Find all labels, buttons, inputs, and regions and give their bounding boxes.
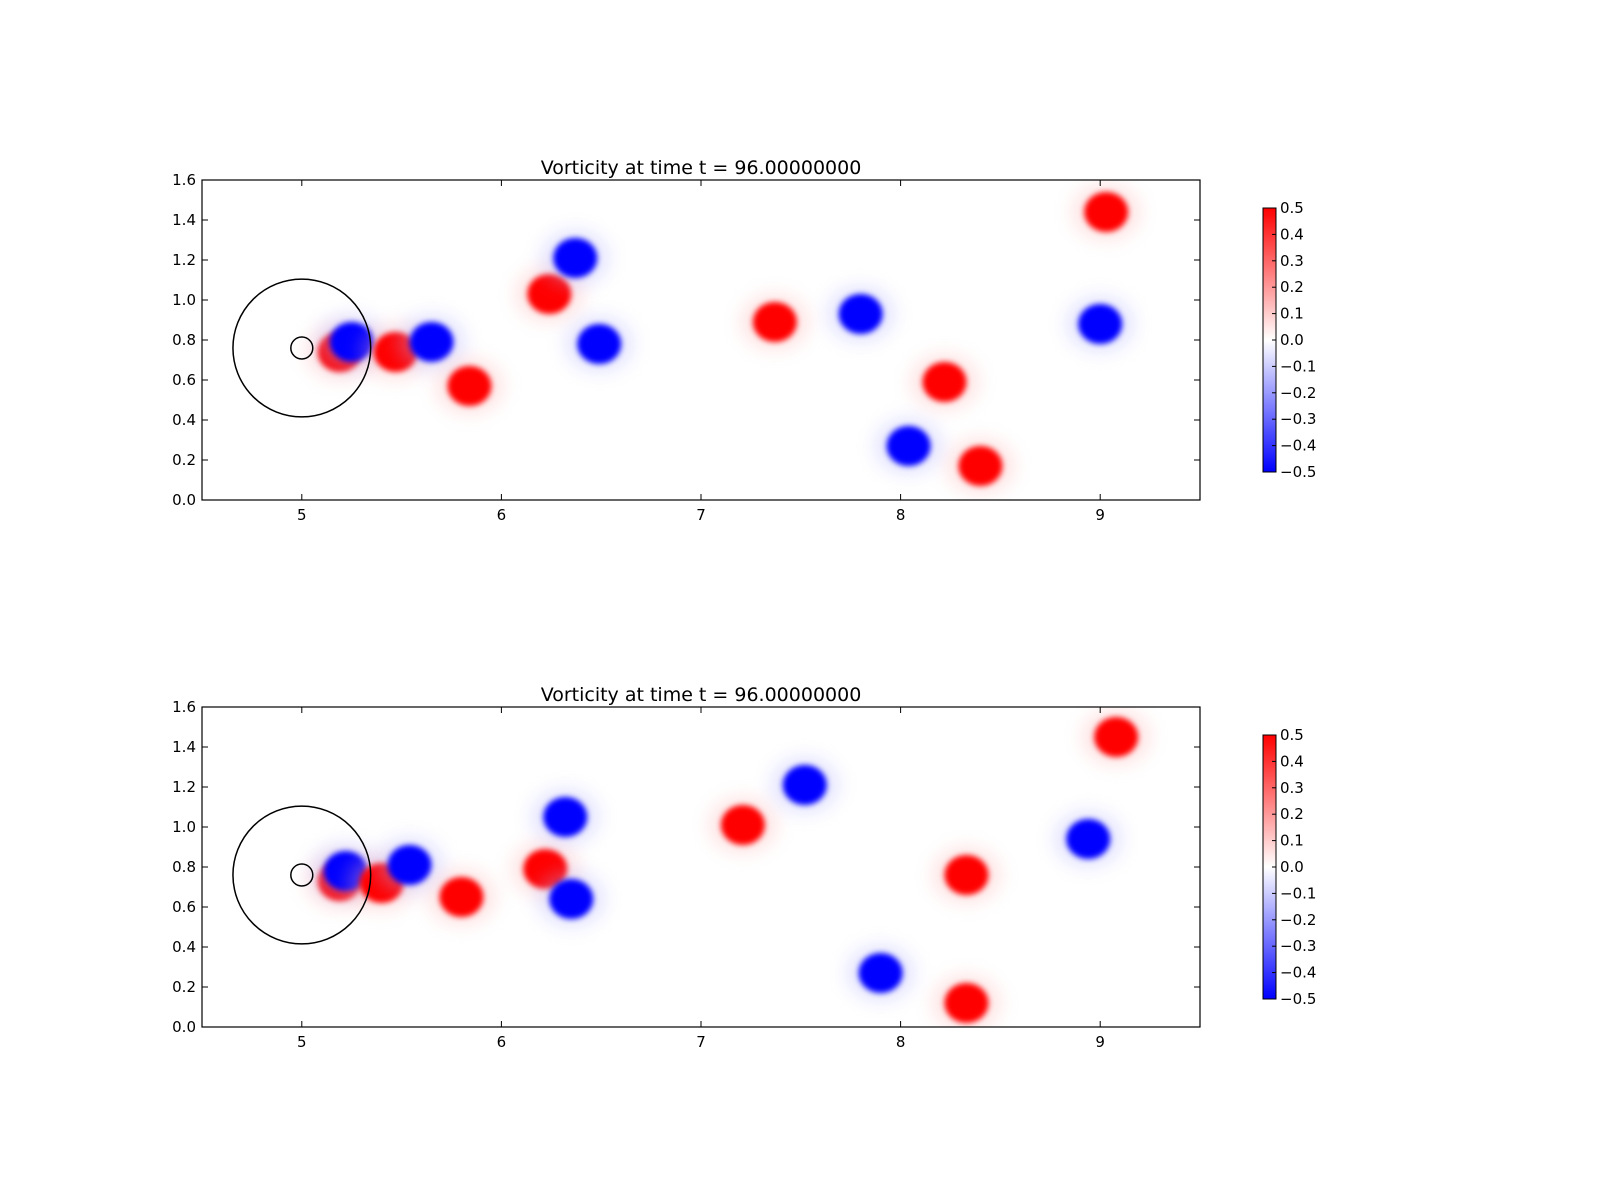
colorbar-tick-label: −0.3 [1280,410,1316,428]
vortex-negative [1078,304,1123,344]
y-tick-label: 0.8 [172,331,196,349]
vortex-negative [387,845,432,885]
colorbar-tick-label: 0.3 [1280,779,1304,797]
colorbar-tick-label: 0.5 [1280,199,1304,217]
obstacle-circles [232,805,372,945]
colorbar: 0.5 0.4 0.3 0.2 0.1 0.0 −0.1 −0.2 −0.3 −0.4 −0.5 [1262,199,1316,481]
x-axis: 5 6 7 8 9 [297,707,1105,1051]
colorbar-tick-label: −0.2 [1280,911,1316,929]
vortex-positive [527,274,572,314]
boundary-circle [290,336,314,360]
vortex-negative [1066,819,1111,859]
x-tick-label: 5 [297,506,307,524]
vortex-negative [543,797,588,837]
plot-title: Vorticity at time t = 96.00000000 [541,684,862,706]
y-tick-label: 1.6 [172,698,196,716]
heatmap-field [305,184,1141,494]
colorbar-ticks: 0.5 0.4 0.3 0.2 0.1 0.0 −0.1 −0.2 −0.3 −0.4 −0.5 [1272,726,1316,1008]
y-tick-label: 1.4 [172,211,196,229]
vortex-positive [1094,717,1139,757]
plot-title: Vorticity at time t = 96.00000000 [541,157,862,179]
x-tick-label: 8 [896,1033,906,1051]
obstacle-circles [232,278,372,418]
colorbar-tick-label: 0.0 [1280,858,1304,876]
colorbar-tick-label: 0.1 [1280,832,1304,850]
colorbar-tick-label: −0.1 [1280,884,1316,902]
y-tick-label: 1.2 [172,251,196,269]
vortex-positive [944,983,989,1023]
vortex-negative [838,294,883,334]
colorbar-tick-label: 0.2 [1280,278,1304,296]
y-tick-label: 0.4 [172,411,196,429]
y-axis: 0.0 0.2 0.4 0.6 0.8 1.0 1.2 1.4 1.6 [172,698,1200,1036]
vortex-negative [409,322,454,362]
colorbar-tick-label: 0.1 [1280,305,1304,323]
colorbar-tick-label: −0.3 [1280,937,1316,955]
vortex-positive [720,805,765,845]
colorbar-tick-label: 0.4 [1280,752,1304,770]
y-tick-label: 0.6 [172,898,196,916]
vortex-positive [752,302,797,342]
vortex-negative [782,765,827,805]
colorbar-tick-label: 0.2 [1280,805,1304,823]
y-tick-label: 1.6 [172,171,196,189]
x-tick-label: 6 [497,506,507,524]
vortex-positive [1084,192,1129,232]
vortex-positive [958,446,1003,486]
y-tick-label: 0.8 [172,858,196,876]
vortex-positive [922,362,967,402]
boundary-circle [290,863,314,887]
y-tick-label: 1.2 [172,778,196,796]
y-tick-label: 0.4 [172,938,196,956]
colorbar-tick-label: 0.5 [1280,726,1304,744]
x-tick-label: 5 [297,1033,307,1051]
vortex-positive [439,877,484,917]
colorbar-ticks: 0.5 0.4 0.3 0.2 0.1 0.0 −0.1 −0.2 −0.3 −0.4 −0.5 [1272,199,1316,481]
y-tick-label: 1.0 [172,818,196,836]
vortex-negative [553,238,598,278]
y-tick-label: 1.0 [172,291,196,309]
x-tick-label: 7 [696,506,706,524]
colorbar-tick-label: −0.1 [1280,357,1316,375]
colorbar-tick-label: 0.3 [1280,252,1304,270]
vortex-negative [886,426,931,466]
vortex-negative [858,953,903,993]
vortex-positive [944,855,989,895]
y-tick-label: 0.0 [172,491,196,509]
colorbar-tick-label: −0.4 [1280,964,1316,982]
y-tick-label: 0.2 [172,978,196,996]
y-tick-label: 0.2 [172,451,196,469]
x-axis: 5 6 7 8 9 [297,180,1105,524]
vortex-negative [577,324,622,364]
colorbar-tick-label: −0.5 [1280,463,1316,481]
colorbar: 0.5 0.4 0.3 0.2 0.1 0.0 −0.1 −0.2 −0.3 −0.4 −0.5 [1262,726,1316,1008]
colorbar-tick-label: −0.4 [1280,437,1316,455]
boundary-circle [232,278,372,418]
colorbar-tick-label: 0.4 [1280,225,1304,243]
y-axis: 0.0 0.2 0.4 0.6 0.8 1.0 1.2 1.4 1.6 [172,171,1200,509]
x-tick-label: 6 [497,1033,507,1051]
colorbar-tick-label: −0.2 [1280,384,1316,402]
vortex-negative [549,879,594,919]
y-tick-label: 0.0 [172,1018,196,1036]
vortex-positive [447,366,492,406]
heatmap-field [305,709,1151,1027]
y-tick-label: 1.4 [172,738,196,756]
colorbar-tick-label: −0.5 [1280,990,1316,1008]
colorbar-tick-label: 0.0 [1280,331,1304,349]
x-tick-label: 9 [1095,506,1105,524]
boundary-circle [232,805,372,945]
x-tick-label: 7 [696,1033,706,1051]
x-tick-label: 8 [896,506,906,524]
y-tick-label: 0.6 [172,371,196,389]
x-tick-label: 9 [1095,1033,1105,1051]
